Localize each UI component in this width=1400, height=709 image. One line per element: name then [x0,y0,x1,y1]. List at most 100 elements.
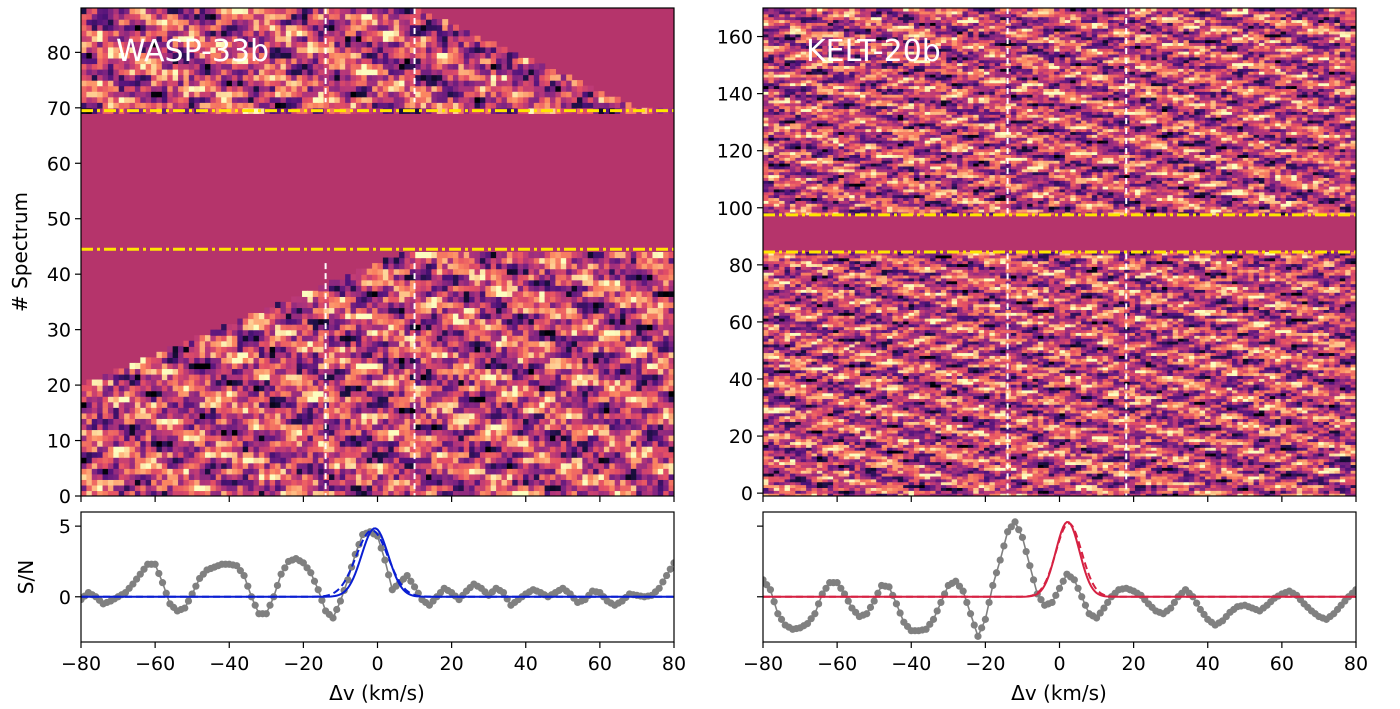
snr-point [1000,542,1008,550]
snr-point [307,569,315,577]
snr-point [952,577,960,585]
snr-point [837,584,845,592]
snr-point [377,544,385,552]
snr-point [407,577,415,585]
snr-point [811,610,819,618]
x-tick-label: 0 [371,653,383,675]
x-tick-label: −80 [743,653,783,675]
snr-point [1352,586,1356,594]
y-tick-label: 70 [47,98,71,120]
snr-point [140,565,148,573]
ylabel-snr: S/N [14,560,38,594]
ylabel-spectrum: # Spectrum [8,192,32,312]
snr-point [896,609,904,617]
snr-point [1092,614,1101,622]
snr-point [803,620,812,628]
y-tick-label: 60 [47,153,71,175]
x-tick-label: 20 [1122,653,1146,675]
snr-point [236,567,244,575]
snr-point [870,597,878,605]
snr-point [151,560,159,568]
snr-point [1100,604,1108,612]
x-tick-label: −60 [135,653,175,675]
snr-point [889,591,897,599]
snr-point [1059,577,1067,585]
y-tick-label: 0 [59,587,71,609]
y-tick-label: 100 [717,198,753,220]
snr-point [955,582,964,590]
snr-point [385,571,393,579]
snr-point [818,590,826,598]
snr-point [1029,576,1038,584]
snr-point [807,615,815,623]
snr-plot-kelt20b: −80 −60 −40 −20 0 20 40 60 80 Δv (km/s) [743,511,1368,705]
xlabel-left: Δv (km/s) [329,681,425,705]
snr-point [941,590,949,598]
snr-point [233,562,241,570]
snr-point [410,583,419,591]
snr-point [1052,591,1060,599]
y-tick-label: 40 [47,264,71,286]
y-tick-label: 80 [729,255,753,277]
x-tick-label: 60 [588,653,612,675]
y-tick-label: 30 [47,320,71,342]
snr-point [844,597,852,605]
y-tick-label: 50 [47,209,71,231]
snr-point [1004,528,1012,536]
snr-point [155,569,163,578]
x-tick-label: 80 [1344,653,1368,675]
snr-point [863,610,871,618]
snr-point [1018,533,1027,542]
snr-point [184,597,193,605]
snr-point [774,610,782,618]
snr-point [1078,593,1086,601]
y-tick-label: 20 [47,375,71,397]
snr-point [970,621,978,629]
snr-point [659,578,667,586]
snr-point [303,564,311,572]
y-tick-label: 40 [729,369,753,391]
gaussian-fit-solid [763,520,1356,598]
snr-point [985,598,993,607]
x-tick-label: 80 [662,653,686,675]
snr-point [981,615,989,623]
snr-point [403,571,411,580]
snr-point [666,565,674,573]
snr-point [192,582,200,590]
snr-point [989,581,997,590]
snr-point [1200,610,1208,619]
snr-point [1048,598,1056,607]
snr-point [833,579,841,587]
snr-point [277,570,285,578]
snr-point [344,576,352,584]
y-tick-label: 120 [717,141,753,163]
snr-point [992,569,1001,577]
snr-point [158,579,167,587]
planet-label-kelt20b: KELT-20b [806,34,941,69]
snr-point [874,589,882,597]
snr-point [336,597,345,605]
x-tick-label: −20 [965,653,1005,675]
snr-point [937,598,945,607]
snr-point [662,571,671,580]
snr-point [929,615,938,623]
y-tick-label: 10 [47,431,71,453]
snr-point [1104,598,1112,607]
snr-point [251,601,259,609]
snr-point [310,577,319,585]
y-tick-label: 20 [729,426,753,448]
snr-point [655,584,663,592]
snr-point [1074,584,1082,592]
y-tick-label: 60 [729,312,753,334]
x-tick-label: 0 [1053,653,1065,675]
snr-point [1037,596,1045,604]
snr-point [777,615,786,623]
heatmap-kelt20b: 0 20 40 60 80 100 120 140 160 KELT-20b [717,7,1357,505]
snr-point [1096,609,1104,617]
y-tick-label: 160 [717,27,753,49]
gaussian-fit-solid [81,527,674,598]
x-tick-label: −20 [283,653,323,675]
planet-label-wasp33b: WASP-33b [116,34,269,69]
snr-point [933,607,941,615]
snr-point [266,601,274,609]
